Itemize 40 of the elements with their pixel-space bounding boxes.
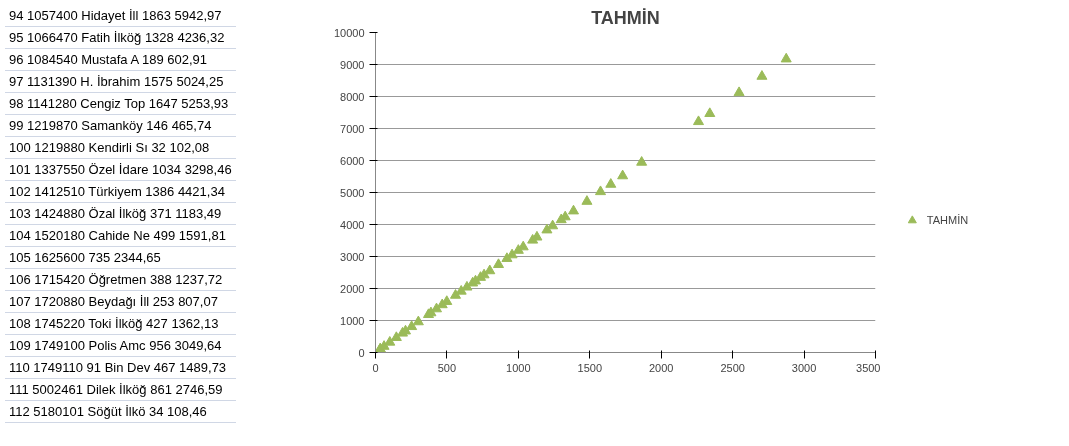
- y-tick-label: 1000: [340, 314, 365, 327]
- y-tick-label: 10000: [333, 26, 365, 39]
- chart-title: TAHMİN: [591, 7, 660, 28]
- text: 99 1219870 Samanköy 146 465,74: [5, 115, 236, 137]
- x-tick-label: 3500: [856, 361, 881, 374]
- text: 112 5180101 Söğüt İlkö 34 108,46: [5, 401, 236, 423]
- text: 104 1520180 Cahide Ne 499 1591,81: [5, 225, 236, 247]
- x-tick-label: 1500: [577, 361, 603, 374]
- x-tick-label: 500: [437, 361, 457, 374]
- text: 110 1749110 91 Bin Dev 467 1489,73: [5, 357, 236, 379]
- text: 98 1141280 Cengiz Top 1647 5253,93: [5, 93, 236, 115]
- x-tick-label: 2000: [648, 361, 674, 374]
- text: 94 1057400 Hidayet İll 1863 5942,97: [5, 5, 236, 27]
- text: 100 1219880 Kendirli Sı 32 102,08: [5, 137, 236, 159]
- text: 96 1084540 Mustafa A 189 602,91: [5, 49, 236, 71]
- text: 108 1745220 Toki İlköğ 427 1362,13: [5, 313, 236, 335]
- text: 101 1337550 Özel İdare 1034 3298,46: [5, 159, 236, 181]
- y-tick-label: 0: [358, 346, 365, 359]
- y-tick-label: 7000: [340, 122, 365, 135]
- y-tick-label: 8000: [340, 90, 365, 103]
- text: 109 1749100 Polis Amc 956 3049,64: [5, 335, 236, 357]
- text: 103 1424880 Özal İlköğ 371 1183,49: [5, 203, 236, 225]
- y-tick-label: 6000: [340, 154, 365, 167]
- x-tick-label: 2500: [720, 361, 745, 374]
- x-tick-label: 3000: [791, 361, 817, 374]
- y-tick-label: 5000: [340, 186, 365, 199]
- x-tick-label: 0: [372, 361, 379, 374]
- text: 97 1131390 H. İbrahim 1575 5024,25: [5, 71, 236, 93]
- y-tick-label: 4000: [340, 218, 365, 231]
- text: 111 5002461 Dilek İlköğ 861 2746,59: [5, 379, 236, 401]
- x-tick-label: 1000: [506, 361, 531, 374]
- y-tick-label: 3000: [340, 250, 365, 263]
- y-tick-label: 2000: [340, 282, 365, 295]
- text: 95 1066470 Fatih İlköğ 1328 4236,32: [5, 27, 236, 49]
- legend-label: TAHMİN: [926, 214, 969, 226]
- text: 102 1412510 Türkiyem 1386 4421,34: [5, 181, 236, 203]
- text: 106 1715420 Öğretmen 388 1237,72: [5, 269, 236, 291]
- y-tick-label: 9000: [340, 58, 365, 71]
- text: 107 1720880 Beydağı İll 253 807,07: [5, 291, 236, 313]
- text: 105 1625600 735 2344,65: [5, 247, 236, 269]
